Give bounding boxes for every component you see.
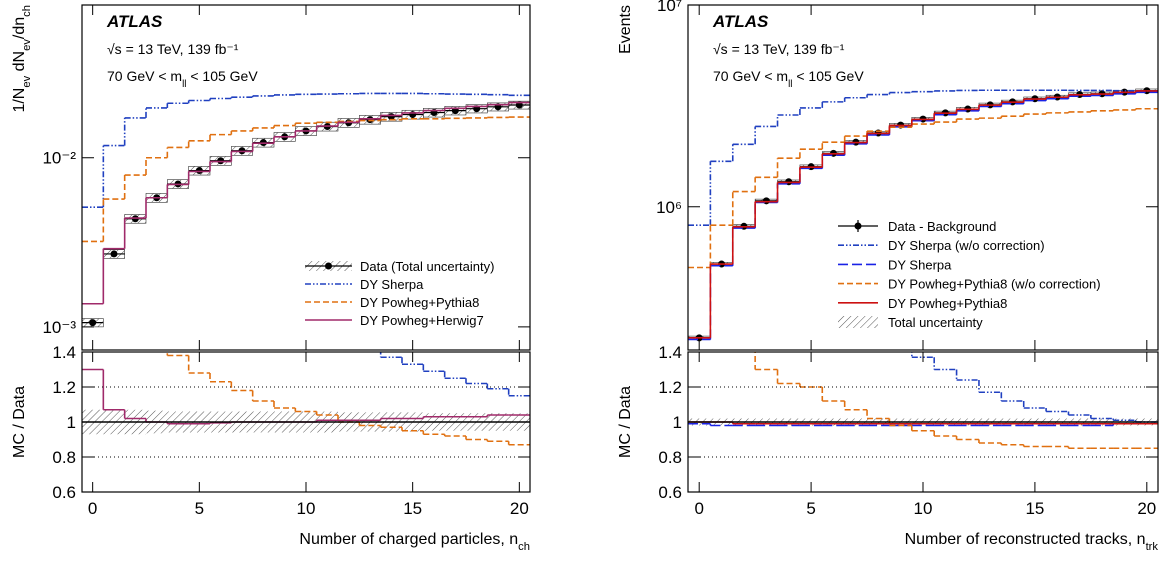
data-point (110, 250, 118, 258)
x-tick-label: 20 (1137, 499, 1156, 518)
annotation-part: < 105 GeV (186, 68, 258, 84)
x-axis-title-part: Number of reconstructed tracks, n (905, 531, 1146, 548)
plot-frame (687, 4, 1159, 351)
x-tick-label: 5 (806, 499, 815, 518)
annotation-part: 70 GeV < m (713, 68, 788, 84)
annotation: √s = 13 TeV, 139 fb⁻¹ (713, 41, 845, 57)
legend-label: DY Powheg+Pythia8 (360, 295, 479, 310)
annotation-part: √s = 13 TeV, 139 fb⁻¹ (107, 41, 239, 57)
annotation-part: ll (788, 79, 792, 90)
y-tick-label: 10⁶ (656, 198, 682, 217)
y-axis-title-part: ch (21, 5, 33, 17)
legend-swatch (854, 222, 862, 230)
x-axis-title-part: ch (518, 541, 530, 553)
annotation: ATLAS (712, 12, 769, 31)
x-tick-label: 10 (297, 499, 316, 518)
y-tick-label: 0.8 (52, 448, 76, 467)
annotation-part: < 105 GeV (792, 68, 864, 84)
legend-label: DY Powheg+Pythia8 (888, 296, 1007, 311)
x-tick-label: 10 (914, 499, 933, 518)
y-axis-title-part: 1/N (11, 88, 28, 113)
plot-frame (687, 351, 1159, 493)
y-axis-title-part: MC / Data (617, 386, 634, 458)
annotation-part: √s = 13 TeV, 139 fb⁻¹ (713, 41, 845, 57)
y-axis-title-part: MC / Data (11, 386, 28, 458)
y-axis-title: Events (617, 5, 634, 54)
y-tick-label: 1.4 (658, 343, 682, 362)
legend-label: DY Sherpa (888, 257, 952, 272)
data-point (89, 319, 97, 327)
y-tick-label: 1.4 (52, 343, 76, 362)
legend-label: DY Sherpa (360, 277, 424, 292)
annotation-part: ll (182, 79, 186, 90)
y-axis-title-part: Events (617, 5, 634, 54)
data-point (366, 116, 374, 124)
data-point (409, 111, 417, 119)
y-tick-label: 0.8 (658, 448, 682, 467)
annotation-part: ATLAS (712, 12, 769, 31)
y-axis-title: MC / Data (11, 386, 28, 458)
x-tick-label: 5 (195, 499, 204, 518)
y-tick-label: 0.6 (52, 483, 76, 502)
plot-area (688, 87, 1158, 342)
x-tick-label: 15 (403, 499, 422, 518)
x-tick-label: 0 (694, 499, 703, 518)
x-axis-title: Number of reconstructed tracks, ntrk (905, 531, 1159, 553)
plot-area (82, 352, 530, 446)
annotation-part: ATLAS (106, 12, 163, 31)
y-axis-title-part: /dn (11, 17, 28, 39)
plot-frame (81, 4, 531, 351)
y-axis-title-part: dN (11, 51, 28, 76)
y-tick-label: 1.2 (52, 378, 76, 397)
annotation: √s = 13 TeV, 139 fb⁻¹ (107, 41, 239, 57)
x-tick-label: 20 (510, 499, 529, 518)
legend-label: DY Powheg+Herwig7 (360, 313, 484, 328)
x-axis-title-part: trk (1146, 541, 1159, 553)
legend-label: Data - Background (888, 219, 996, 234)
y-tick-label: 0.6 (658, 483, 682, 502)
y-tick-label: 1 (673, 413, 682, 432)
y-axis-title-part: ev (21, 39, 33, 51)
legend-swatch (325, 262, 332, 270)
plot-area (82, 92, 530, 328)
y-axis-title: MC / Data (617, 386, 634, 458)
legend-label: Data (Total uncertainty) (360, 259, 494, 274)
y-tick-label: 1.2 (658, 378, 682, 397)
legend-label: DY Powheg+Pythia8 (w/o correction) (888, 277, 1101, 292)
legend-label: Total uncertainty (888, 315, 983, 330)
y-tick-label: 10⁻³ (42, 318, 76, 337)
annotation: 70 GeV < mll < 105 GeV (107, 68, 258, 90)
x-tick-label: 0 (88, 499, 97, 518)
x-axis-title-part: Number of charged particles, n (299, 531, 518, 548)
annotation: ATLAS (106, 12, 163, 31)
legend-label: DY Sherpa (w/o correction) (888, 238, 1045, 253)
x-axis-title: Number of charged particles, nch (299, 531, 530, 553)
y-tick-label: 10⁻² (42, 149, 76, 168)
y-tick-label: 10⁷ (657, 0, 682, 15)
legend-swatch (838, 316, 878, 328)
data-point (195, 167, 203, 175)
y-axis-title-part: ev (21, 75, 33, 87)
plot-frame (81, 351, 531, 493)
y-axis-title: 1/Nev dNev/dnch (11, 5, 33, 113)
annotation-part: 70 GeV < m (107, 68, 182, 84)
annotation: 70 GeV < mll < 105 GeV (713, 68, 864, 90)
y-tick-label: 1 (67, 413, 76, 432)
x-tick-label: 15 (1025, 499, 1044, 518)
